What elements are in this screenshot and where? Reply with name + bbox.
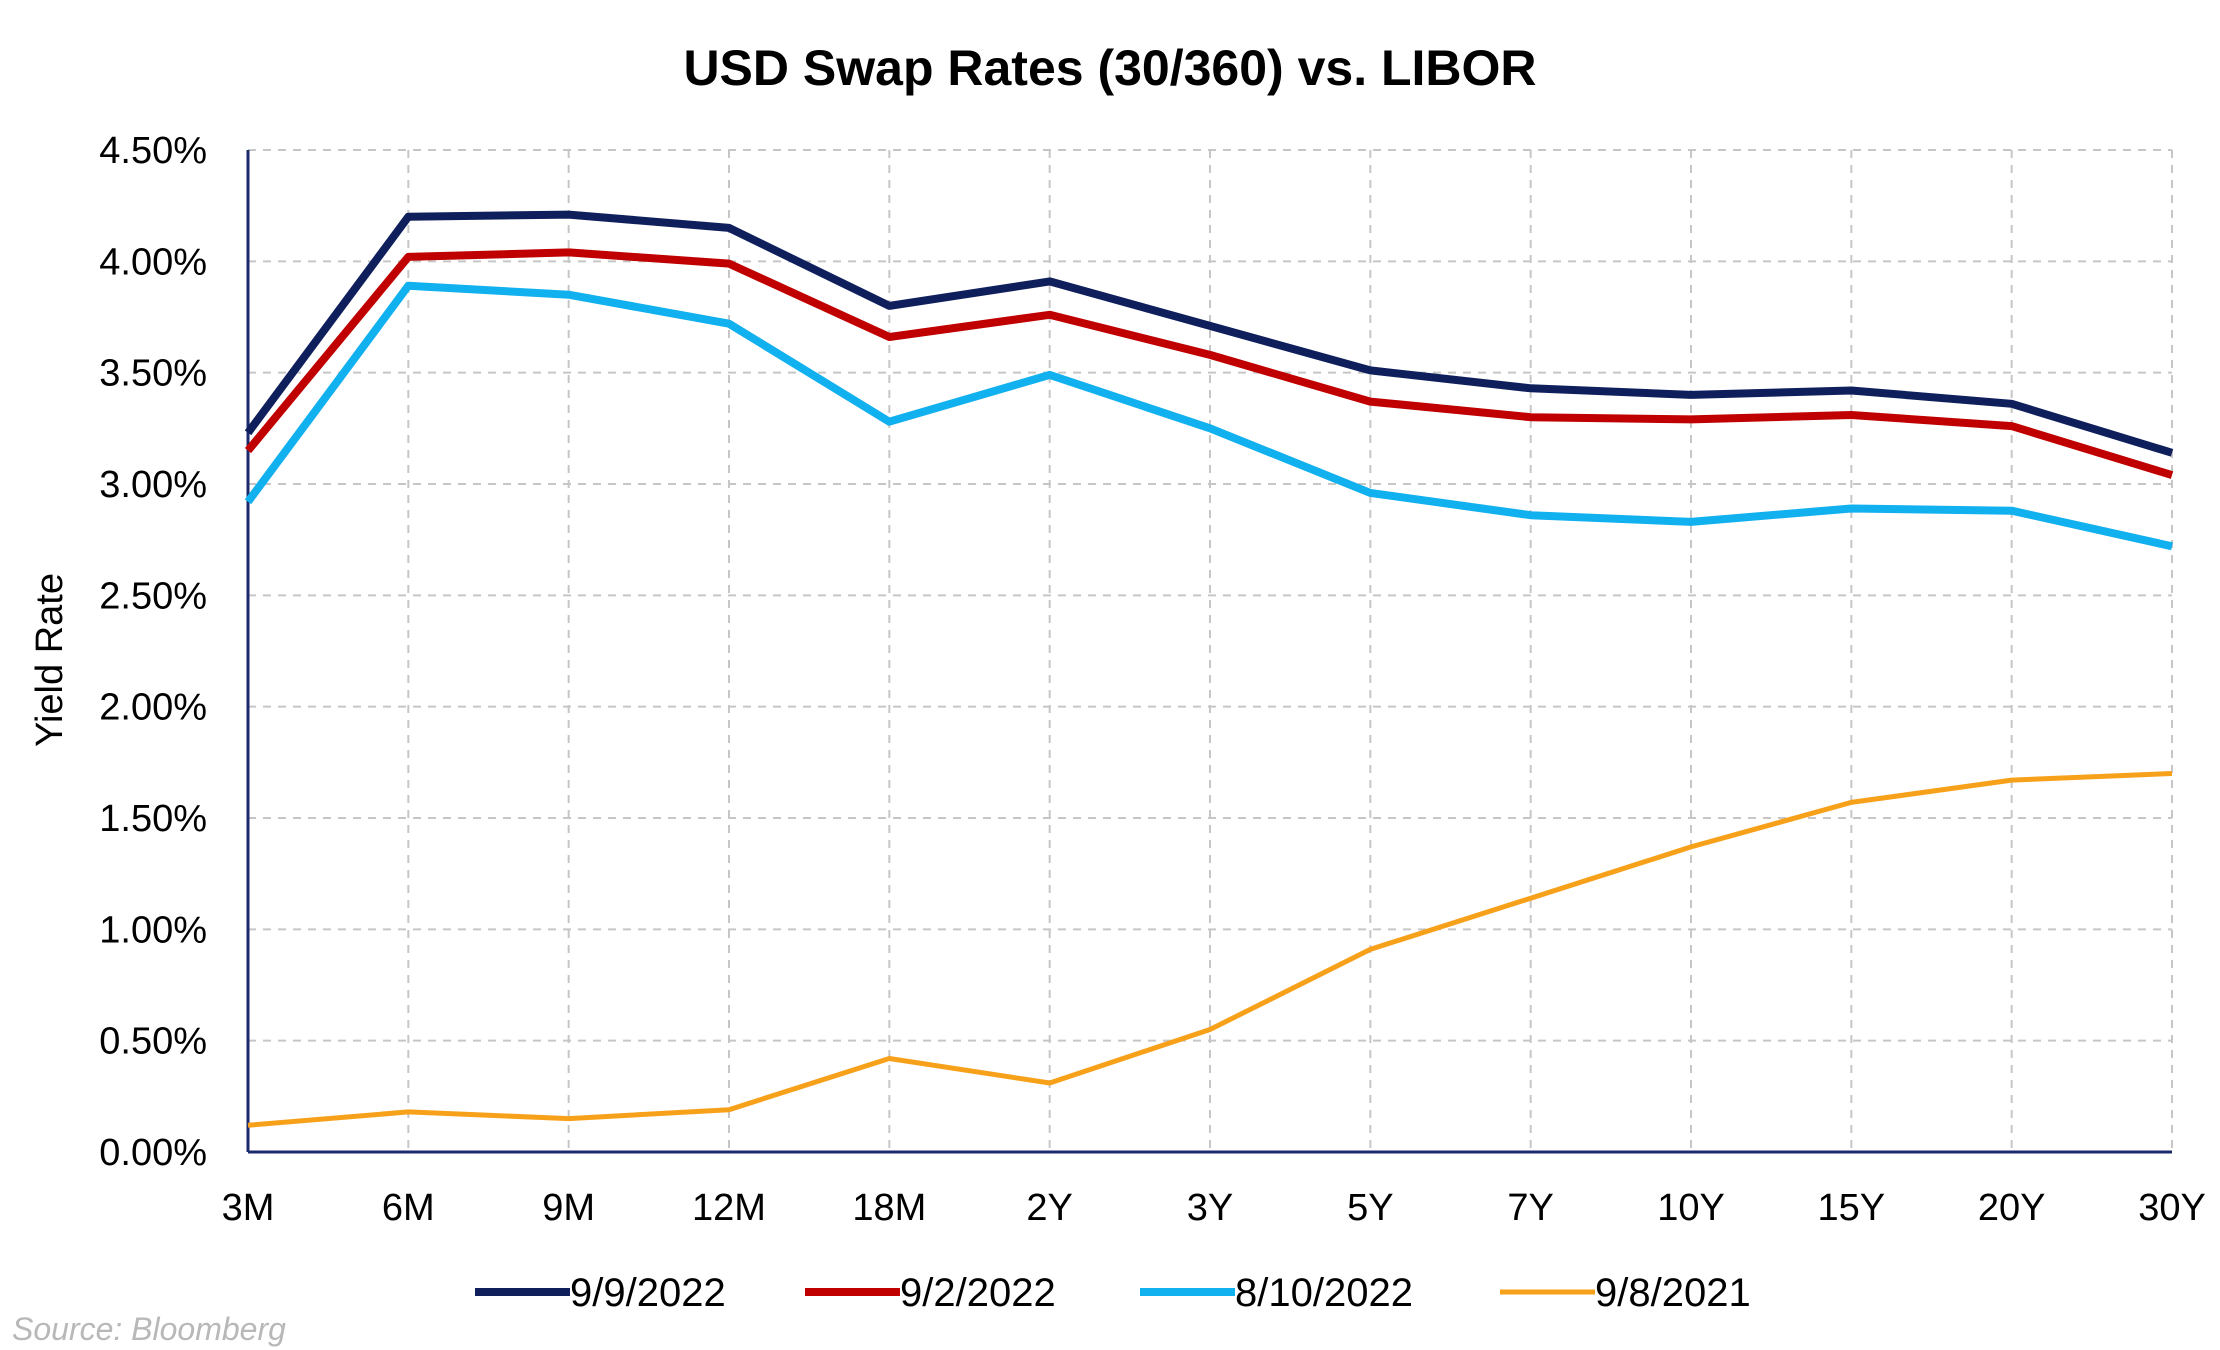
y-tick-labels: 0.00% 0.50% 1.00% 1.50% 2.00% 2.50% 3.00% 3.50%… — [99, 130, 207, 1174]
y-tick-label: 1.00% — [99, 909, 207, 951]
legend-label: 9/9/2022 — [570, 1271, 726, 1315]
y-tick-label: 1.50% — [99, 798, 207, 840]
x-tick-labels: 3M 6M 9M 12M 18M 2Y 3Y 5Y 7Y 10Y 15Y 20Y 30Y — [222, 1187, 2206, 1229]
y-tick-label: 2.00% — [99, 687, 207, 729]
legend-item: 9/9/2022 — [475, 1271, 726, 1315]
x-tick-label: 3M — [222, 1187, 275, 1229]
legend-item: 9/2/2022 — [805, 1271, 1056, 1315]
x-tick-label: 10Y — [1657, 1187, 1725, 1229]
x-tick-label: 12M — [692, 1187, 766, 1229]
x-tick-label: 2Y — [1026, 1187, 1072, 1229]
x-tick-label: 9M — [542, 1187, 595, 1229]
legend-label: 9/8/2021 — [1595, 1271, 1751, 1315]
y-tick-label: 3.50% — [99, 353, 207, 395]
y-tick-label: 0.50% — [99, 1021, 207, 1063]
legend-label: 9/2/2022 — [900, 1271, 1056, 1315]
x-tick-label: 6M — [382, 1187, 435, 1229]
y-tick-label: 4.50% — [99, 130, 207, 172]
x-tick-label: 5Y — [1347, 1187, 1393, 1229]
y-tick-label: 4.00% — [99, 241, 207, 283]
y-tick-label: 3.00% — [99, 464, 207, 506]
y-axis-title: Yield Rate — [29, 573, 71, 747]
gridlines — [248, 149, 2173, 1152]
x-tick-label: 20Y — [1978, 1187, 2046, 1229]
y-tick-label: 0.00% — [99, 1132, 207, 1174]
series-line — [247, 771, 2173, 1128]
series-line — [244, 210, 2174, 457]
axes — [246, 150, 2172, 1154]
x-tick-label: 18M — [852, 1187, 926, 1229]
x-tick-label: 15Y — [1818, 1187, 1886, 1229]
source-note: Source: Bloomberg — [12, 1311, 286, 1347]
x-tick-label: 3Y — [1187, 1187, 1233, 1229]
legend-label: 8/10/2022 — [1235, 1271, 1413, 1315]
y-tick-label: 2.50% — [99, 575, 207, 617]
chart-title: USD Swap Rates (30/360) vs. LIBOR — [683, 40, 1536, 96]
series-line — [244, 281, 2173, 551]
series-lines — [244, 210, 2174, 1128]
legend-item: 9/8/2021 — [1500, 1271, 1751, 1315]
x-tick-label: 7Y — [1507, 1187, 1553, 1229]
legend-item: 8/10/2022 — [1140, 1271, 1413, 1315]
x-tick-label: 30Y — [2138, 1187, 2206, 1229]
series-line — [244, 248, 2174, 479]
legend: 9/9/2022 9/2/2022 8/10/2022 9/8/2021 — [475, 1271, 1751, 1315]
